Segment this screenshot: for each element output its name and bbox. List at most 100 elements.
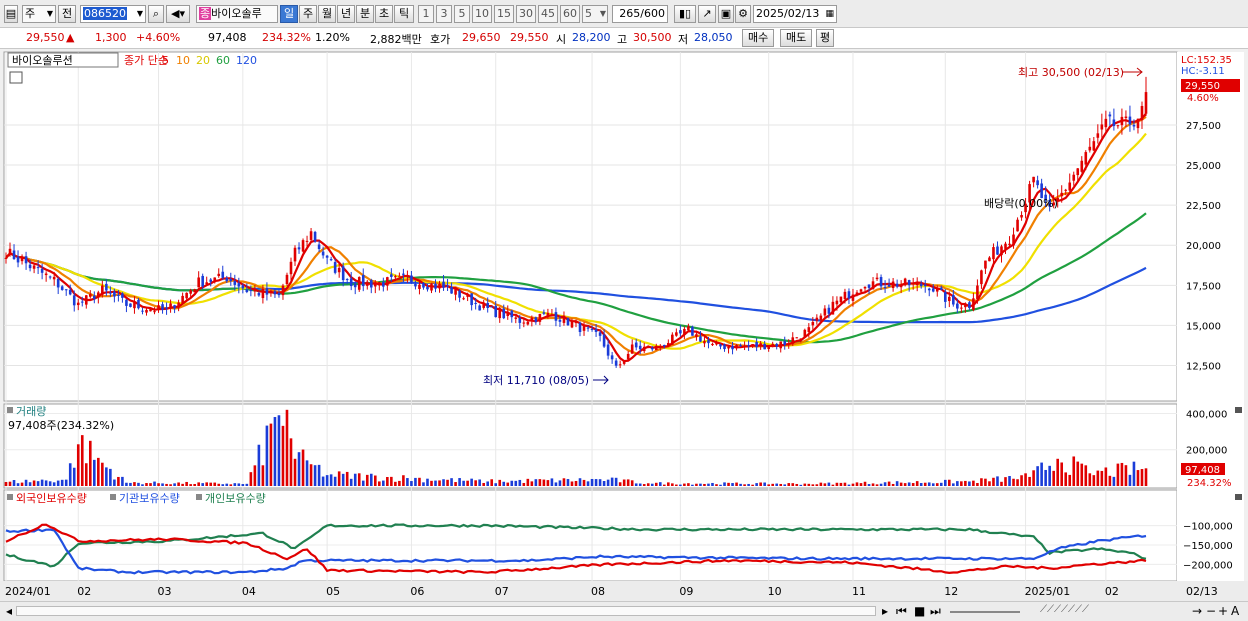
minute-option-60[interactable]: 60 bbox=[560, 5, 580, 23]
play-icon[interactable]: ▸ bbox=[882, 604, 889, 618]
sell-button[interactable]: 매도 bbox=[780, 29, 813, 47]
period-day[interactable]: 일 bbox=[280, 5, 298, 23]
volume-panel bbox=[3, 403, 1178, 489]
volume-bar bbox=[691, 484, 694, 486]
volume-bar bbox=[345, 471, 349, 486]
holder-collapse-icon[interactable] bbox=[196, 494, 202, 500]
candle bbox=[658, 346, 662, 348]
candle bbox=[1028, 184, 1031, 203]
period-week[interactable]: 주 bbox=[299, 5, 317, 23]
stock-name-field[interactable]: 종바이오솔루 bbox=[196, 5, 278, 23]
count-max: /600 bbox=[640, 7, 665, 20]
rewind-icon[interactable]: ⏮ bbox=[896, 604, 907, 618]
axis-labels: 12,500 15,000 17,500 20,000 22,500 25,000 27,5… bbox=[5, 121, 1233, 598]
save-icon[interactable]: ▣ bbox=[718, 5, 734, 23]
scroll-track[interactable] bbox=[16, 606, 876, 616]
volume-bar bbox=[667, 482, 670, 486]
period-month[interactable]: 월 bbox=[318, 5, 336, 23]
quote-low: 28,050 bbox=[694, 31, 733, 44]
candle bbox=[418, 284, 421, 289]
volume-bar bbox=[430, 480, 433, 486]
volume-bar bbox=[386, 477, 389, 486]
search-icon[interactable]: ⌕ bbox=[148, 5, 164, 23]
interval-select[interactable]: 5 ▼ bbox=[582, 5, 608, 23]
candle bbox=[614, 360, 618, 366]
candle bbox=[137, 299, 140, 309]
candle bbox=[554, 312, 558, 321]
minute-option-10[interactable]: 10 bbox=[472, 5, 492, 23]
draw-tools-icon[interactable]: ⟋⟋⟋⟋⟋⟋⟋ bbox=[1040, 604, 1089, 615]
minute-option-1[interactable]: 1 bbox=[418, 5, 434, 23]
volume-bar bbox=[494, 483, 498, 486]
period-tick[interactable]: 틱 bbox=[394, 5, 414, 23]
volume-bar bbox=[598, 479, 602, 486]
forward-icon[interactable]: ⏭ bbox=[930, 604, 941, 618]
auto-scale-icon[interactable]: A bbox=[1231, 604, 1240, 618]
date-field[interactable]: 2025/02/13 ▦ bbox=[753, 5, 837, 23]
volume-bar bbox=[141, 484, 144, 486]
zoom-in-icon[interactable]: + bbox=[1218, 604, 1229, 618]
candle bbox=[602, 334, 606, 347]
minute-option-5[interactable]: 5 bbox=[454, 5, 470, 23]
period-second[interactable]: 초 bbox=[375, 5, 393, 23]
volume-bar bbox=[570, 481, 574, 486]
minute-option-30[interactable]: 30 bbox=[516, 5, 536, 23]
candle bbox=[333, 262, 337, 273]
zoom-slider[interactable] bbox=[950, 611, 1020, 613]
volume-bar bbox=[414, 477, 417, 486]
volume-bar bbox=[1144, 468, 1148, 486]
volume-collapse-icon[interactable] bbox=[7, 407, 13, 413]
volume-bar bbox=[249, 472, 253, 486]
minute-option-15[interactable]: 15 bbox=[494, 5, 514, 23]
minute-option-45[interactable]: 45 bbox=[538, 5, 558, 23]
ma120-label: 120 bbox=[236, 54, 257, 67]
volume-bar bbox=[1084, 465, 1088, 486]
volume-bar bbox=[245, 483, 249, 486]
volume-current: 97,408주(234.32%) bbox=[8, 419, 114, 432]
period-minute[interactable]: 분 bbox=[356, 5, 374, 23]
volume-bar bbox=[261, 465, 265, 486]
speaker-icon[interactable]: ◀▾ bbox=[166, 5, 190, 23]
scroll-left-icon[interactable]: ◂ bbox=[6, 604, 13, 618]
candle-type-icon[interactable]: ▮▯ bbox=[674, 5, 696, 23]
eval-button[interactable]: 평 bbox=[816, 29, 835, 47]
candle bbox=[867, 284, 871, 288]
market-select[interactable]: 주 ▼ bbox=[22, 5, 56, 23]
draw-tool-icon[interactable]: ↗ bbox=[698, 5, 716, 23]
holder-collapse-icon[interactable] bbox=[110, 494, 116, 500]
candle bbox=[133, 302, 136, 309]
panel-close-icon[interactable] bbox=[1235, 494, 1242, 500]
code-input[interactable]: 086520 ▼ bbox=[80, 5, 146, 23]
price-title-box[interactable] bbox=[7, 52, 119, 68]
stop-icon[interactable]: ■ bbox=[914, 604, 926, 618]
volume-bar bbox=[502, 481, 506, 486]
table-icon[interactable] bbox=[9, 71, 23, 84]
interval-value: 5 bbox=[585, 7, 592, 20]
gear-icon[interactable]: ⚙ bbox=[735, 5, 751, 23]
candle bbox=[494, 305, 498, 318]
candle bbox=[522, 322, 526, 324]
volume-bar bbox=[402, 475, 405, 486]
minute-option-3[interactable]: 3 bbox=[436, 5, 452, 23]
zoom-out-icon[interactable]: − bbox=[1206, 604, 1217, 618]
chevron-right-icon[interactable]: → bbox=[1192, 604, 1203, 618]
hc-label: HC:-3.11 bbox=[1181, 66, 1225, 77]
candle bbox=[209, 279, 213, 282]
candle bbox=[217, 273, 221, 277]
buy-button[interactable]: 매수 bbox=[742, 29, 775, 47]
chart-area[interactable]: 12,500 15,000 17,500 20,000 22,500 25,000 27,5… bbox=[0, 50, 1248, 601]
volume-bar bbox=[1052, 470, 1055, 486]
holder-tick-label: −200,000 bbox=[1183, 560, 1233, 571]
candle bbox=[915, 281, 919, 286]
holder-collapse-icon[interactable] bbox=[7, 494, 13, 500]
candle bbox=[582, 326, 586, 331]
prev-button[interactable]: 전 bbox=[58, 5, 76, 23]
period-year[interactable]: 년 bbox=[337, 5, 355, 23]
count-field[interactable]: 265/600 bbox=[612, 5, 668, 23]
volume-bar bbox=[1072, 456, 1076, 486]
volume-bar bbox=[197, 482, 200, 486]
menu-icon[interactable]: ▤ bbox=[4, 5, 18, 23]
volume-bar bbox=[181, 483, 184, 486]
panel-close-icon[interactable] bbox=[1235, 407, 1242, 413]
candle bbox=[510, 310, 514, 318]
